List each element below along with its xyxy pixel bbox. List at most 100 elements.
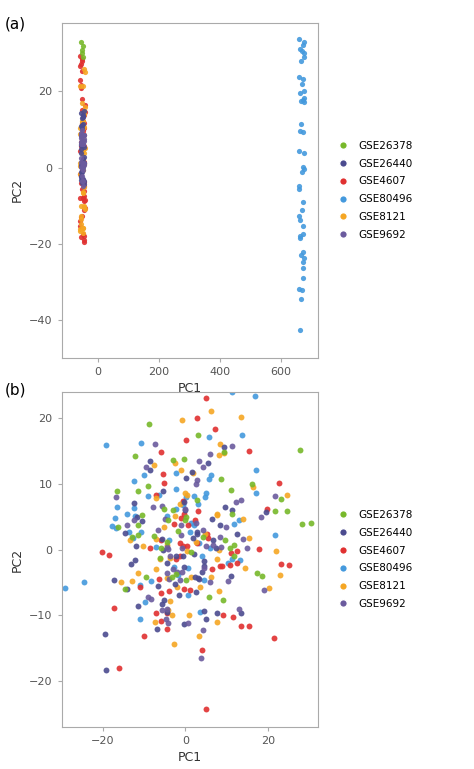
Point (137, 581, 144, 594)
Point (134, 601, 141, 613)
Point (77, 176, 84, 188)
Point (208, 513, 216, 525)
Point (203, 528, 210, 541)
Point (192, 536, 200, 548)
Point (144, 480, 152, 492)
Point (79, 51, 87, 63)
Point (219, 609, 227, 621)
Point (218, 541, 225, 553)
Point (199, 565, 206, 578)
Point (113, 484, 121, 497)
Point (79, 138, 87, 151)
Point (78, 117, 86, 129)
Point (296, 43, 304, 55)
Point (230, 539, 238, 551)
Point (131, 511, 139, 523)
Point (299, 196, 307, 208)
Point (295, 71, 303, 83)
Text: (a): (a) (5, 17, 26, 32)
Point (77, 119, 84, 131)
Point (151, 616, 159, 628)
Point (79, 186, 87, 198)
Point (79, 138, 86, 150)
Point (77, 168, 85, 180)
Point (179, 495, 187, 508)
Point (218, 474, 225, 486)
Point (169, 454, 177, 467)
Point (295, 145, 303, 158)
Point (78, 135, 85, 147)
Point (212, 541, 219, 554)
Point (81, 106, 88, 118)
Point (185, 609, 192, 621)
Point (115, 521, 122, 533)
Point (163, 603, 171, 615)
Point (81, 101, 88, 113)
Point (166, 552, 173, 564)
Point (299, 126, 306, 138)
Point (297, 118, 305, 130)
Point (78, 175, 86, 187)
Point (101, 628, 109, 640)
Point (173, 467, 180, 479)
Point (153, 563, 160, 575)
Point (164, 536, 171, 548)
Point (79, 183, 86, 195)
Point (296, 231, 304, 244)
Point (77, 151, 84, 164)
Point (182, 491, 190, 504)
Point (108, 520, 116, 532)
Point (211, 422, 219, 434)
Point (79, 128, 87, 141)
Point (270, 632, 278, 644)
Point (168, 609, 175, 621)
Point (127, 558, 135, 570)
Point (164, 604, 172, 617)
Point (173, 566, 181, 578)
Point (182, 487, 189, 499)
Point (81, 65, 89, 78)
Point (133, 539, 140, 551)
Point (165, 534, 173, 546)
Point (78, 124, 86, 136)
Point (172, 568, 179, 581)
Point (79, 118, 86, 130)
Point (174, 569, 182, 581)
Point (195, 572, 203, 584)
Point (76, 74, 84, 86)
Point (199, 644, 206, 656)
Point (146, 418, 153, 430)
Point (78, 44, 86, 56)
Point (140, 469, 148, 481)
Point (164, 541, 171, 554)
Point (224, 557, 231, 569)
Point (238, 428, 246, 441)
Point (249, 481, 257, 494)
Point (299, 166, 306, 178)
Point (152, 607, 159, 619)
Point (78, 139, 85, 151)
Point (299, 256, 307, 268)
Point (253, 487, 260, 499)
Point (78, 173, 85, 185)
Point (158, 604, 166, 617)
Point (80, 138, 87, 150)
Point (76, 122, 84, 135)
Point (301, 95, 308, 108)
Point (81, 175, 88, 187)
Point (81, 202, 89, 215)
Point (78, 53, 85, 65)
Point (283, 488, 291, 501)
Point (125, 526, 133, 538)
Point (123, 508, 130, 520)
Point (79, 221, 87, 234)
Point (185, 589, 192, 601)
Point (173, 581, 181, 593)
Point (248, 478, 255, 491)
Point (131, 450, 139, 462)
Point (209, 563, 216, 575)
Point (202, 541, 210, 553)
Point (78, 119, 86, 131)
Point (183, 540, 191, 552)
Point (260, 584, 268, 596)
